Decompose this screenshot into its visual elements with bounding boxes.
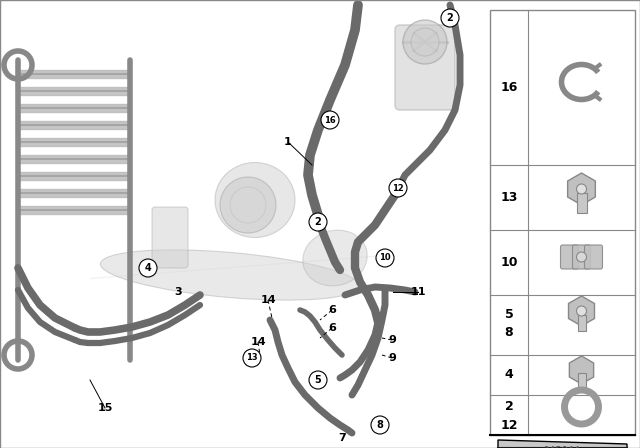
Circle shape	[230, 187, 266, 223]
Ellipse shape	[100, 250, 360, 300]
Text: 11: 11	[410, 287, 426, 297]
Text: 9: 9	[388, 335, 396, 345]
Text: 16: 16	[500, 81, 518, 94]
Text: 10: 10	[379, 254, 391, 263]
Circle shape	[309, 213, 327, 231]
Text: 5: 5	[315, 375, 321, 385]
Text: 4: 4	[504, 369, 513, 382]
Text: 10: 10	[500, 255, 518, 268]
Ellipse shape	[215, 163, 295, 237]
Polygon shape	[568, 173, 595, 205]
Text: 8: 8	[505, 326, 513, 339]
Circle shape	[321, 111, 339, 129]
Ellipse shape	[303, 230, 367, 286]
FancyBboxPatch shape	[584, 245, 602, 269]
Text: 2: 2	[447, 13, 453, 23]
Circle shape	[403, 20, 447, 64]
Bar	[577, 373, 586, 389]
Polygon shape	[568, 296, 595, 326]
Text: 8: 8	[376, 420, 383, 430]
Text: 12: 12	[500, 418, 518, 431]
FancyBboxPatch shape	[152, 207, 188, 268]
Text: 145844: 145844	[544, 446, 581, 448]
Polygon shape	[498, 440, 627, 448]
Text: 1: 1	[284, 137, 292, 147]
Text: 6: 6	[328, 323, 336, 333]
FancyBboxPatch shape	[561, 245, 579, 269]
Circle shape	[577, 306, 586, 316]
Circle shape	[411, 28, 439, 56]
Text: 7: 7	[338, 433, 346, 443]
Circle shape	[577, 252, 586, 262]
Text: 3: 3	[174, 287, 182, 297]
Text: 5: 5	[504, 307, 513, 320]
Text: 13: 13	[500, 190, 518, 203]
Circle shape	[376, 249, 394, 267]
Text: 6: 6	[328, 305, 336, 315]
Text: 16: 16	[324, 116, 336, 125]
Circle shape	[139, 259, 157, 277]
Text: 14: 14	[260, 295, 276, 305]
Circle shape	[572, 397, 591, 417]
Bar	[490, 10, 635, 435]
Text: 9: 9	[388, 353, 396, 363]
Text: 2: 2	[504, 401, 513, 414]
Circle shape	[309, 371, 327, 389]
Text: 2: 2	[315, 217, 321, 227]
Circle shape	[220, 177, 276, 233]
FancyBboxPatch shape	[395, 25, 455, 110]
FancyBboxPatch shape	[573, 245, 591, 269]
Text: 4: 4	[145, 263, 152, 273]
Bar	[577, 193, 586, 213]
Circle shape	[389, 179, 407, 197]
Bar	[577, 315, 586, 331]
Text: 14: 14	[250, 337, 266, 347]
Circle shape	[441, 9, 459, 27]
Text: 12: 12	[392, 184, 404, 193]
Polygon shape	[570, 356, 594, 384]
Circle shape	[577, 184, 586, 194]
Circle shape	[243, 349, 261, 367]
Text: 15: 15	[97, 403, 113, 413]
Text: 13: 13	[246, 353, 258, 362]
Circle shape	[371, 416, 389, 434]
